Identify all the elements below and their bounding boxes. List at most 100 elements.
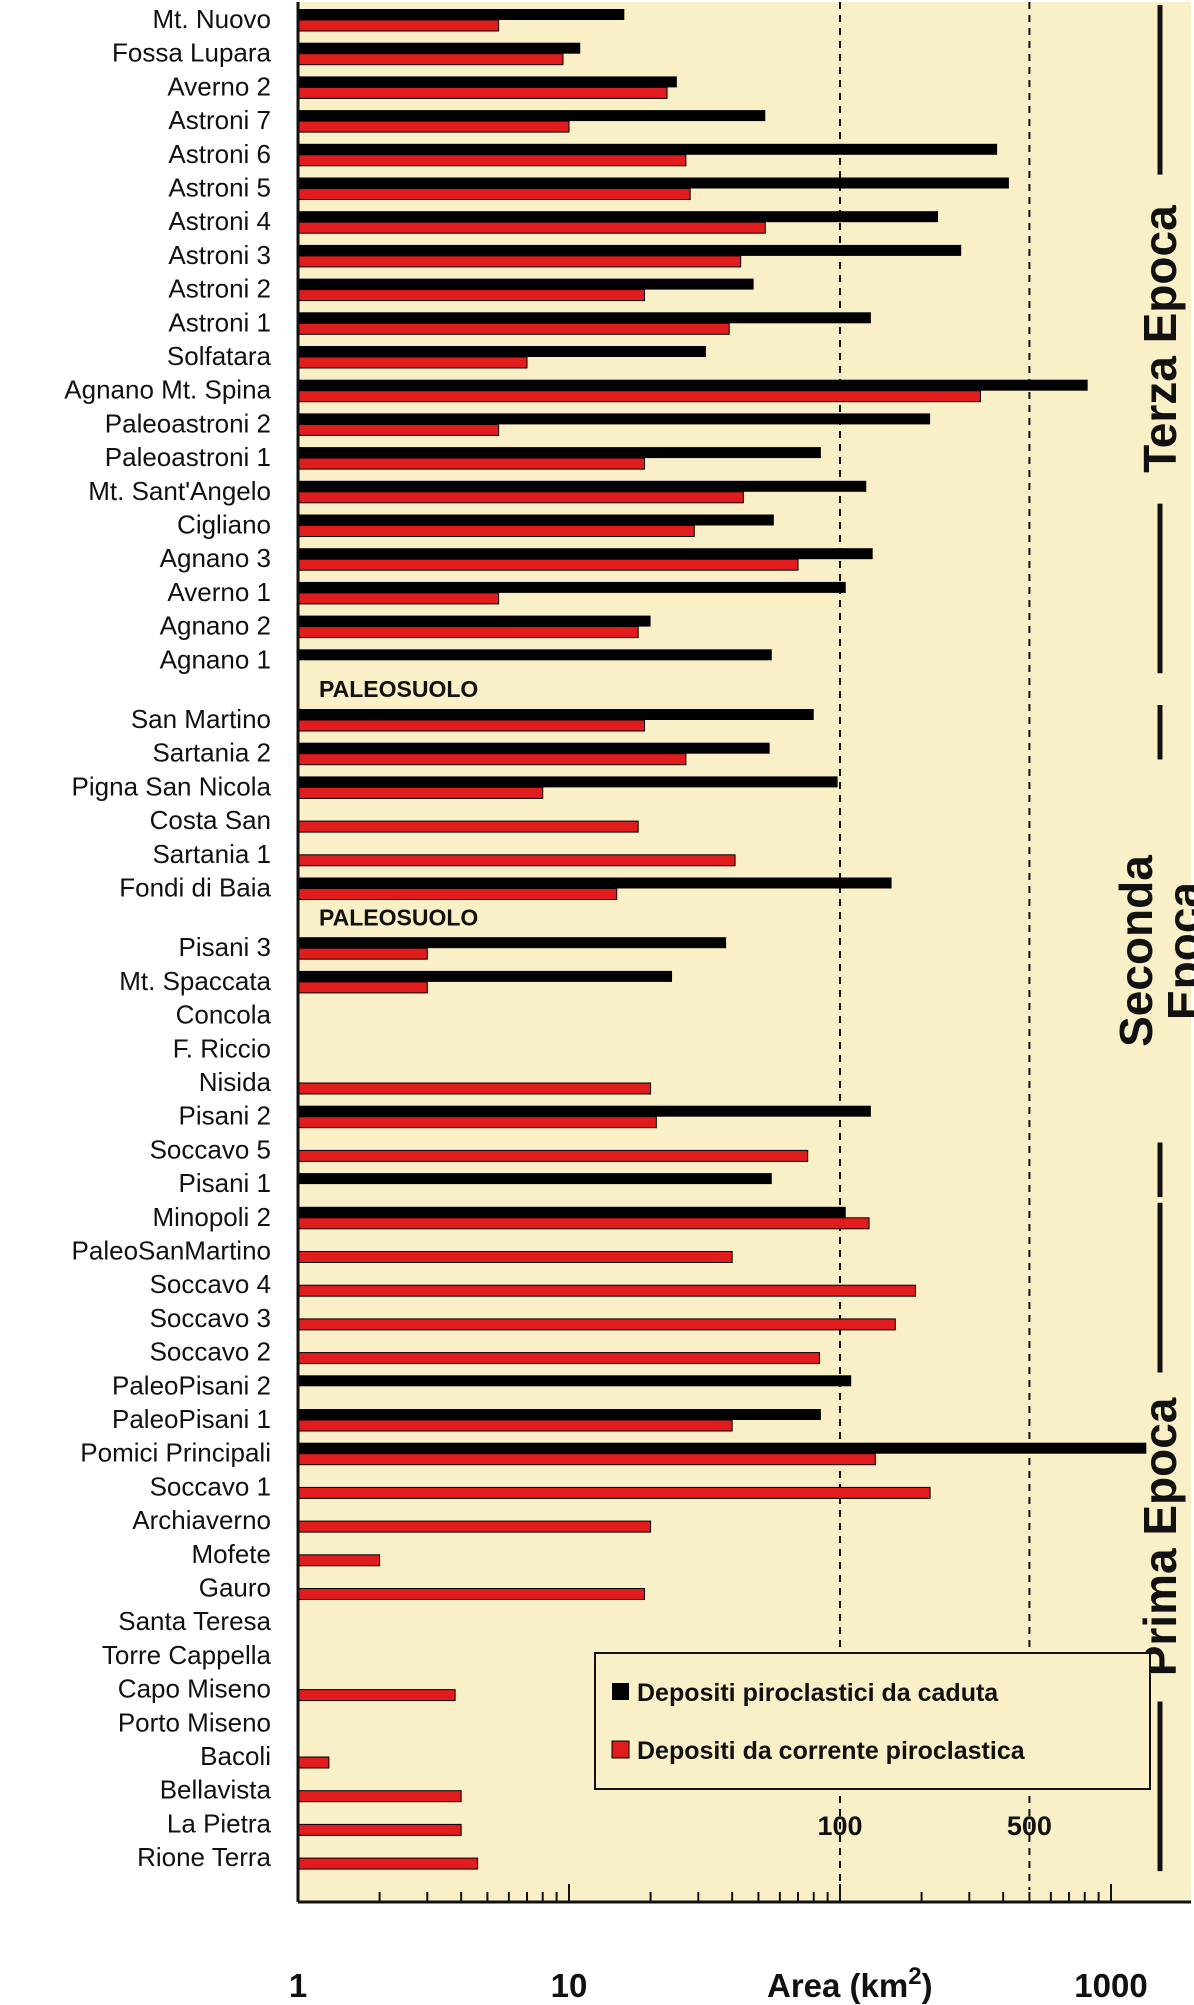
category-label: Paleoastroni 2 [105,408,271,438]
bar-flow [297,390,982,403]
category-label: Mt. Nuovo [153,4,272,34]
bar-flow [297,1790,462,1803]
epoch-label: Terza Epoca [1134,205,1186,473]
category-label: Averno 2 [167,71,271,101]
bar-fall [298,379,1088,391]
paleosuolo-label: PALEOSUOLO [319,904,478,930]
bar-flow [297,1857,479,1870]
epoch-label: Prima Epoca [1134,1397,1186,1676]
category-label: Bellavista [160,1775,272,1805]
bar-fall [298,346,706,357]
bar-flow [297,120,570,133]
bar-fall [298,76,677,88]
paleosuolo-label: PALEOSUOLO [319,676,478,702]
bar-fall [298,42,581,54]
bar-flow [297,719,646,732]
bar-flow [297,1116,657,1129]
category-label: Soccavo 4 [150,1269,271,1299]
category-label: Archiaverno [132,1505,271,1535]
category-label: Torre Cappella [102,1640,272,1670]
category-label: Minopoli 2 [152,1202,271,1232]
bar-flow [297,356,528,369]
bar-flow [297,592,500,605]
category-label: Astroni 7 [168,105,271,135]
bar-fall [298,937,727,949]
bar-flow [297,981,428,994]
bar-flow [297,947,428,960]
bar-fall [298,480,867,492]
bar-flow [297,626,639,639]
category-label: Capo Miseno [118,1674,271,1704]
category-label: Sartania 1 [152,839,271,869]
bar-flow [297,1554,381,1567]
bar-fall [298,244,962,256]
category-label: Fondi di Baia [119,873,271,903]
category-label: PaleoSanMartino [72,1236,271,1266]
bar-fall [298,514,774,526]
bar-fall [298,548,873,560]
bar-flow [297,1251,733,1263]
category-label: Pomici Principali [80,1438,271,1468]
category-label: Agnano 2 [160,611,271,641]
epoch-label-line: Seconda [1110,855,1162,1047]
bar-flow [297,1149,809,1162]
category-label: Pigna San Nicola [72,771,272,801]
bar-flow [297,1823,462,1836]
x-axis-title-superscript: 2 [908,1963,921,1990]
bar-flow [297,820,639,833]
category-label: Agnano 1 [160,644,271,674]
category-label: Soccavo 5 [150,1134,271,1164]
x-axis-title: Area (km2) [767,1963,933,2004]
x-tick-label: 10 [551,1967,588,2004]
category-label: Paleoastroni 1 [105,442,271,472]
category-label: Concola [176,1000,272,1030]
x-tick-label: 1 [289,1967,307,2004]
category-label: Astroni 5 [168,173,271,203]
bar-fall [298,143,998,155]
category-label: Mofete [192,1539,272,1569]
bar-fall [298,211,939,223]
category-label: San Martino [131,704,271,734]
bar-fall [298,709,814,720]
legend-box [594,1652,1151,1790]
reference-label-500: 500 [1007,1811,1052,1841]
category-label: Mt. Sant'Angelo [88,476,271,506]
bar-flow [297,289,646,302]
bar-flow [297,19,500,32]
bar-flow [297,491,744,504]
category-label: La Pietra [167,1808,272,1838]
bar-flow [297,1419,733,1432]
category-label: Astroni 3 [168,240,271,270]
bar-fall [298,742,770,754]
bar-fall [298,447,821,459]
bar-flow [297,1756,330,1769]
category-label: Soccavo 2 [150,1337,271,1367]
category-label: Agnano Mt. Spina [64,375,271,405]
bar-flow [297,221,766,234]
bar-fall [298,1173,772,1185]
bar-flow [297,888,618,900]
bar-flow [297,188,691,200]
legend-swatch-flow [611,1740,630,1759]
bar-flow [297,1453,876,1466]
bar-flow [297,1520,652,1533]
bar-fall [298,1105,871,1117]
epoch-label-line: Epoca [1158,882,1194,1020]
category-label: Porto Miseno [118,1707,271,1737]
bar-fall [298,413,931,425]
bar-flow [297,1689,456,1702]
bar-flow [297,154,687,167]
category-label: Averno 1 [167,577,271,607]
bar-flow [297,786,544,799]
category-label: Mt. Spaccata [119,966,271,996]
category-label: Nisida [199,1067,272,1097]
bar-flow [297,753,687,766]
bar-flow [297,1318,896,1331]
bar-fall [298,177,1009,189]
category-label: Gauro [199,1573,271,1603]
x-axis-title-close: ) [922,1967,933,2004]
category-label: Santa Teresa [118,1606,271,1636]
category-label: PaleoPisani 1 [112,1404,271,1434]
bar-flow [297,1486,931,1499]
